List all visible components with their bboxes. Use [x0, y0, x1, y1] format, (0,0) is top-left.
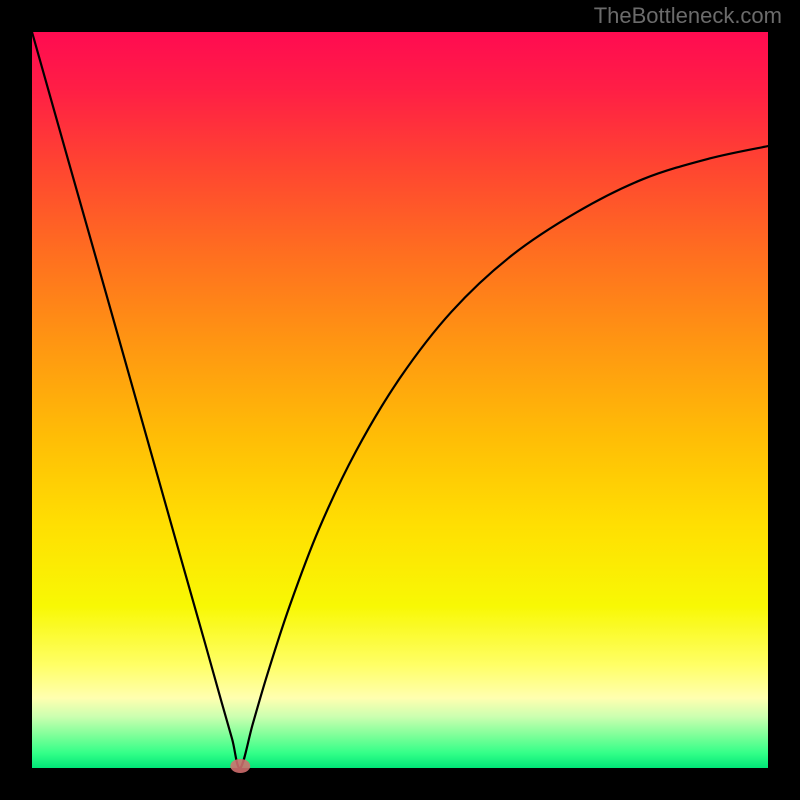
chart-root: TheBottleneck.com [0, 0, 800, 800]
plot-area [32, 32, 768, 768]
watermark-text: TheBottleneck.com [594, 3, 782, 28]
optimum-marker [230, 759, 250, 773]
chart-svg: TheBottleneck.com [0, 0, 800, 800]
